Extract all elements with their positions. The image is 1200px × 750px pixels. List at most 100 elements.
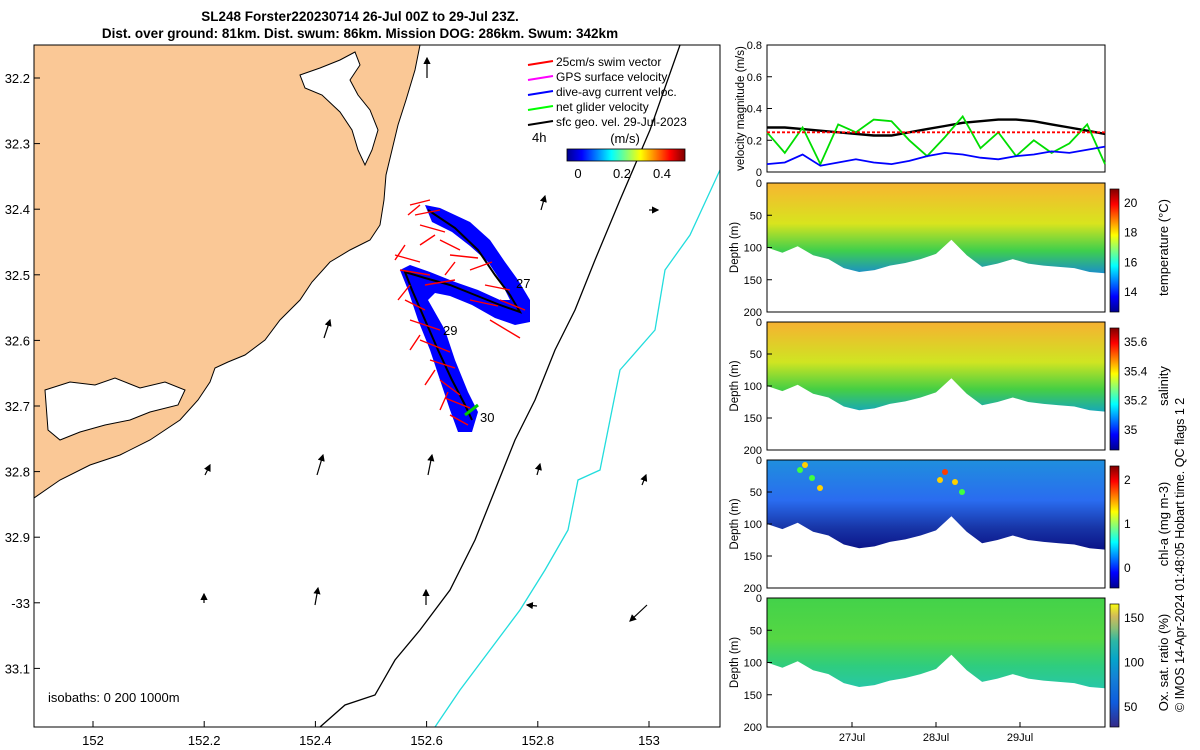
profile-y-tick-label: 100 — [744, 381, 762, 393]
title-line-2: Dist. over ground: 81km. Dist. swum: 86k… — [101, 26, 619, 41]
velocity-y-axis-label: velocity magnitude (m/s) — [735, 46, 747, 171]
colorbar-label: chl-a (mg m-3) — [1156, 482, 1171, 567]
velocity-y-tick-label: 0.2 — [747, 135, 762, 147]
chl-patch — [817, 485, 823, 491]
colorbar-tick-label: 35.4 — [1124, 364, 1148, 378]
interval-label: 4h — [532, 130, 546, 145]
profile-panel: 0 50 100 150 200 Depth (m) 14 16 18 20 temperature… — [729, 178, 1171, 319]
profile-y-tick-label: 0 — [756, 593, 762, 605]
legend-swatch — [527, 120, 554, 126]
colorbar-label: temperature (°C) — [1156, 199, 1171, 296]
title-line-1: SL248 Forster220230714 26-Jul 00Z to 29-… — [201, 9, 519, 24]
legend-label: GPS surface velocity — [556, 70, 667, 84]
map-x-tick-label: 153 — [638, 733, 660, 748]
colorbar-tick-1: 0.2 — [613, 166, 631, 181]
profile-panel: 0 50 100 150 200 Depth (m) 50 100 150 Ox. sat. ra… — [729, 593, 1171, 744]
profile-y-axis-label: Depth (m) — [729, 360, 741, 411]
speed-colorbar — [566, 148, 686, 162]
colorbar-tick-label: 18 — [1124, 226, 1138, 240]
profile-y-tick-label: 150 — [744, 690, 762, 702]
map-x-tick-label: 152.2 — [188, 733, 221, 748]
colorbar-tick-label: 2 — [1124, 473, 1131, 487]
profile-x-tick-label: 29Jul — [1007, 732, 1033, 744]
profile-y-tick-label: 0 — [756, 178, 762, 190]
chl-patch — [802, 462, 808, 468]
colorbar-label: Ox. sat. ratio (%) — [1156, 614, 1171, 712]
profile-field — [767, 322, 1105, 412]
colorbar-tick-label: 50 — [1124, 700, 1138, 714]
chl-patch — [942, 469, 948, 475]
profile-y-tick-label: 200 — [744, 445, 762, 457]
map-panel: 32.232.332.432.532.632.732.832.9-3333.1 … — [5, 44, 721, 748]
profile-y-tick-label: 150 — [744, 413, 762, 425]
colorbar-title: (m/s) — [610, 131, 640, 146]
map-x-tick-label: 152.6 — [410, 733, 443, 748]
legend-label: sfc geo. vel. 29-Jul-2023 — [556, 115, 687, 129]
chl-patch — [797, 467, 803, 473]
side-note: © IMOS 14-Apr-2024 01:48:05 Hobart time.… — [1173, 398, 1187, 712]
profile-y-tick-label: 50 — [750, 349, 762, 361]
profile-y-tick-label: 150 — [744, 275, 762, 287]
net-glider-velocity — [464, 403, 479, 417]
profile-x-tick-label: 27Jul — [839, 732, 865, 744]
profile-y-tick-label: 50 — [750, 487, 762, 499]
map-y-tick-label: 32.9 — [5, 530, 30, 545]
profile-y-tick-label: 200 — [744, 583, 762, 595]
chl-patch — [937, 477, 943, 483]
legend-label: dive-avg current veloc. — [556, 85, 677, 99]
profile-y-tick-label: 50 — [750, 210, 762, 222]
profile-field — [767, 598, 1105, 689]
colorbar-tick-label: 1 — [1124, 517, 1131, 531]
legend-swatch — [527, 75, 554, 81]
legend-label: 25cm/s swim vector — [556, 55, 661, 69]
map-y-tick-label: 32.7 — [5, 399, 30, 414]
profile-y-tick-label: 0 — [756, 455, 762, 467]
track-mask — [400, 205, 530, 432]
profile-y-axis-label: Depth (m) — [729, 498, 741, 549]
day-label-29: 29 — [443, 323, 457, 338]
day-label-30: 30 — [480, 410, 494, 425]
map-x-tick-label: 152.4 — [299, 733, 332, 748]
profile-colorbar — [1109, 465, 1120, 589]
map-x-tick-label: 152.8 — [522, 733, 555, 748]
map-y-tick-label: 32.2 — [5, 71, 30, 86]
profile-colorbar — [1109, 327, 1120, 451]
colorbar-tick-label: 35.2 — [1124, 394, 1148, 408]
velocity-y-tick-label: 0.4 — [747, 104, 762, 116]
profile-field — [767, 183, 1105, 274]
colorbar-tick-label: 16 — [1124, 255, 1138, 269]
isobath-200m — [319, 45, 681, 727]
profile-y-tick-label: 50 — [750, 625, 762, 637]
chl-patch — [809, 475, 815, 481]
profile-y-tick-label: 100 — [744, 658, 762, 670]
colorbar-tick-2: 0.4 — [653, 166, 671, 181]
velocity-series-line — [766, 114, 1106, 167]
map-y-tick-label: 32.3 — [5, 137, 30, 152]
colorbar-tick-label: 14 — [1124, 285, 1138, 299]
profile-x-tick-label: 28Jul — [923, 732, 949, 744]
colorbar-tick-label: 20 — [1124, 196, 1138, 210]
legend-swatch — [527, 90, 554, 96]
colorbar-tick-label: 35.6 — [1124, 335, 1148, 349]
map-frame — [33, 44, 721, 728]
profile-field — [767, 460, 1105, 550]
legend-swatch — [527, 60, 554, 66]
velocity-y-tick-label: 0.8 — [747, 40, 762, 52]
velocity-y-tick-label: 0 — [756, 167, 762, 179]
profile-y-tick-label: 150 — [744, 551, 762, 563]
velocity-y-tick-label: 0.6 — [747, 72, 762, 84]
profile-y-tick-label: 0 — [756, 317, 762, 329]
profile-colorbar — [1109, 603, 1120, 728]
colorbar-tick-label: 35 — [1124, 423, 1138, 437]
figure-title: SL248 Forster220230714 26-Jul 00Z to 29-… — [0, 8, 720, 42]
colorbar-tick-label: 0 — [1124, 561, 1131, 575]
profile-y-axis-label: Depth (m) — [729, 222, 741, 273]
velocity-plot-area — [766, 44, 1106, 173]
map-y-tick-label: 32.8 — [5, 465, 30, 480]
colorbar-tick-label: 100 — [1124, 656, 1144, 670]
velocity-series-line — [766, 145, 1106, 167]
map-y-tick-label: 33.1 — [5, 661, 30, 676]
